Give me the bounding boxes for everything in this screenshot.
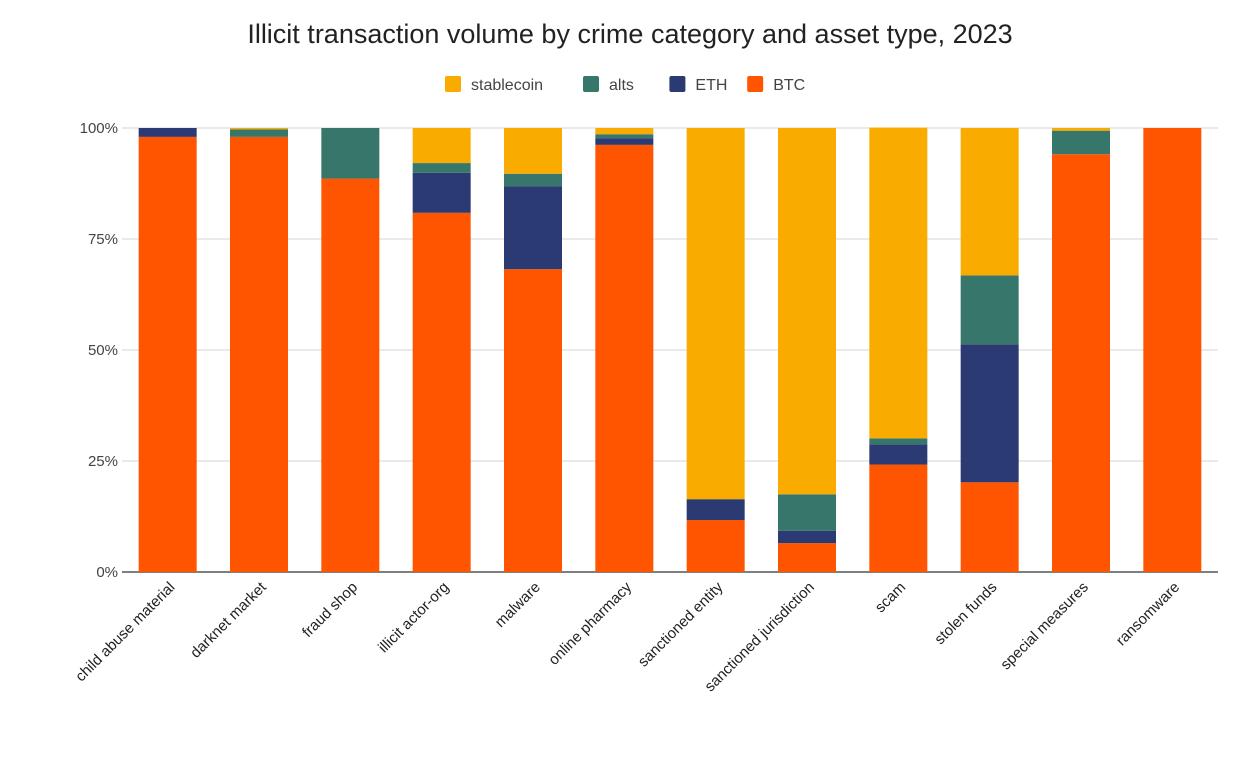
bar-segment-btc <box>138 136 197 572</box>
bar-stack <box>1052 128 1110 573</box>
x-tick-label: child abuse material <box>72 579 178 685</box>
gridlines: 0% 25% 50% 75% 100% <box>80 120 1218 581</box>
bar-segment-stablecoin <box>960 128 1019 276</box>
bar-segment-stablecoin <box>412 128 471 164</box>
legend-swatch-alts <box>583 76 599 92</box>
legend-label-btc: BTC <box>773 77 805 94</box>
bar-stack <box>869 127 928 572</box>
bar-segment-btc <box>412 212 471 572</box>
bar-segment-eth <box>595 138 654 145</box>
bar-segment-stablecoin <box>869 127 928 439</box>
bar-segment-btc <box>960 482 1019 572</box>
bar-stack <box>230 128 288 572</box>
bar-segment-alts <box>321 128 380 179</box>
bar-segment-alts <box>412 163 471 173</box>
bar-segment-alts <box>230 129 288 137</box>
y-tick-label: 100% <box>80 120 118 137</box>
bar-stack <box>1143 128 1202 572</box>
bar-stack <box>138 128 197 572</box>
legend-label-alts: alts <box>609 77 634 94</box>
bar-segment-stablecoin <box>1052 128 1110 131</box>
x-tick-label: darknet market <box>187 578 270 661</box>
bar-stack <box>321 128 380 572</box>
legend-swatch-eth <box>669 76 686 92</box>
bar-segment-alts <box>869 438 928 445</box>
x-axis-labels: child abuse material darknet market fraud … <box>72 578 1183 695</box>
bar-segment-alts <box>1052 130 1110 155</box>
bar-segment-alts <box>595 134 654 139</box>
bar-stack <box>595 128 654 572</box>
bar-stack <box>686 128 745 572</box>
bar-stack <box>960 128 1019 572</box>
y-tick-label: 50% <box>88 342 118 359</box>
bar-segment-eth <box>778 530 836 544</box>
legend-swatch-stablecoin <box>445 76 461 92</box>
bar-segment-alts <box>504 173 562 187</box>
bar-segment-btc <box>1143 128 1202 572</box>
bars <box>138 127 1202 573</box>
bar-segment-btc <box>1052 154 1110 573</box>
x-tick-label: online pharmacy <box>545 578 635 668</box>
chart-title: Illicit transaction volume by crime cate… <box>247 19 1012 49</box>
legend-label-stablecoin: stablecoin <box>471 77 543 94</box>
bar-stack <box>504 128 562 572</box>
legend: stablecoin alts ETH BTC <box>445 76 805 94</box>
bar-stack <box>412 128 471 572</box>
bar-segment-eth <box>412 172 471 213</box>
x-tick-label: ransomware <box>1113 579 1183 649</box>
bar-segment-btc <box>778 543 836 572</box>
x-tick-label: sanctioned entity <box>635 578 727 670</box>
x-tick-label: fraud shop <box>299 579 361 641</box>
bar-segment-eth <box>869 444 928 465</box>
bar-segment-btc <box>321 178 380 572</box>
y-tick-label: 75% <box>88 231 118 248</box>
bar-segment-alts <box>960 275 1019 345</box>
y-tick-label: 0% <box>96 564 118 581</box>
y-tick-label: 25% <box>88 453 118 470</box>
bar-segment-stablecoin <box>778 128 836 495</box>
x-tick-label: special measures <box>997 579 1092 674</box>
bar-segment-btc <box>869 464 928 572</box>
legend-swatch-btc <box>747 76 764 92</box>
bar-segment-stablecoin <box>230 128 288 130</box>
bar-segment-eth <box>960 344 1019 483</box>
legend-label-eth: ETH <box>695 77 727 94</box>
bar-segment-btc <box>595 144 654 572</box>
bar-segment-btc <box>230 136 288 572</box>
bar-segment-stablecoin <box>595 128 654 135</box>
x-tick-label: stolen funds <box>931 579 1000 648</box>
bar-segment-alts <box>778 494 836 531</box>
bar-segment-eth <box>504 186 562 270</box>
bar-segment-stablecoin <box>504 128 562 174</box>
x-tick-label: scam <box>872 579 909 616</box>
bar-segment-btc <box>504 269 562 572</box>
bar-segment-btc <box>686 520 745 572</box>
bar-stack <box>778 128 836 572</box>
bar-segment-stablecoin <box>686 128 745 500</box>
x-tick-label: illicit actor-org <box>375 579 452 656</box>
bar-segment-eth <box>138 128 197 137</box>
bar-segment-eth <box>686 499 745 521</box>
x-tick-label: malware <box>492 579 544 631</box>
